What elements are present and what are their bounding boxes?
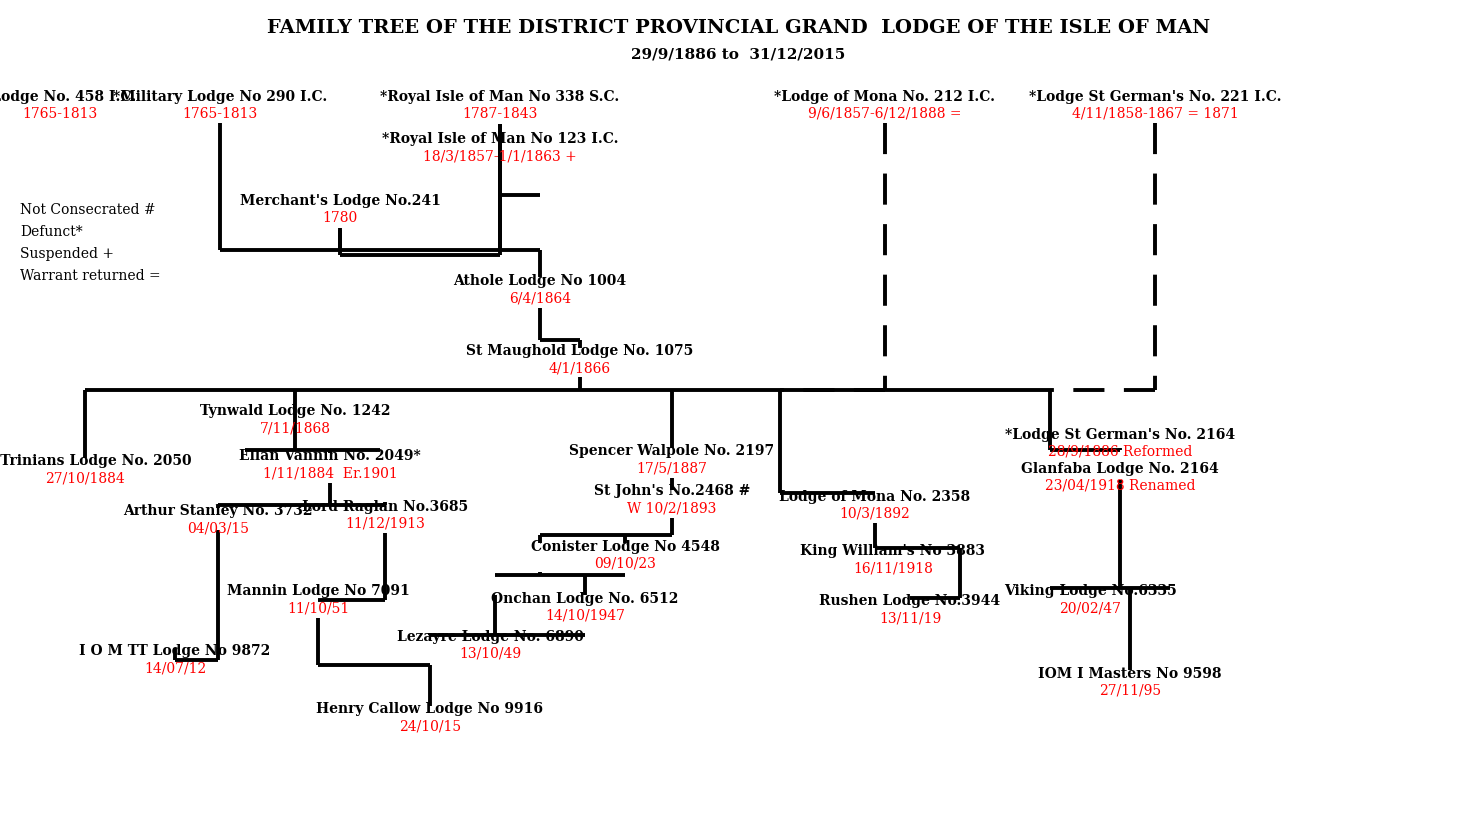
- Text: Arthur Stanley No. 3732: Arthur Stanley No. 3732: [123, 505, 313, 519]
- Text: IOM I Masters No 9598: IOM I Masters No 9598: [1038, 667, 1221, 681]
- Text: I O M TT Lodge No 9872: I O M TT Lodge No 9872: [80, 645, 270, 658]
- Text: Onchan Lodge No. 6512: Onchan Lodge No. 6512: [492, 591, 679, 605]
- Text: 27/10/1884: 27/10/1884: [46, 471, 126, 486]
- Text: Tynwald Lodge No. 1242: Tynwald Lodge No. 1242: [199, 404, 390, 419]
- Text: 28/9/1886 Reformed: 28/9/1886 Reformed: [1047, 444, 1192, 459]
- Text: St John's No.2468 #: St John's No.2468 #: [594, 484, 750, 498]
- Text: 09/10/23: 09/10/23: [594, 556, 656, 570]
- Text: 16/11/1918: 16/11/1918: [854, 561, 933, 576]
- Text: Conister Lodge No 4548: Conister Lodge No 4548: [530, 540, 719, 554]
- Text: 23/04/1918 Renamed: 23/04/1918 Renamed: [1044, 479, 1195, 492]
- Text: Defunct*: Defunct*: [21, 225, 83, 239]
- Text: 1/11/1884  Er.1901: 1/11/1884 Er.1901: [263, 466, 397, 480]
- Text: 6/4/1864: 6/4/1864: [510, 291, 572, 305]
- Text: 18/3/1857-1/1/1863 +: 18/3/1857-1/1/1863 +: [422, 150, 578, 164]
- Text: 1780: 1780: [322, 212, 357, 226]
- Text: King William's No 3883: King William's No 3883: [801, 545, 985, 559]
- Text: FAMILY TREE OF THE DISTRICT PROVINCIAL GRAND  LODGE OF THE ISLE OF MAN: FAMILY TREE OF THE DISTRICT PROVINCIAL G…: [267, 19, 1210, 37]
- Text: St Trinians Lodge No. 2050: St Trinians Lodge No. 2050: [0, 455, 192, 469]
- Text: *Royal Isle of Man No 123 I.C.: *Royal Isle of Man No 123 I.C.: [381, 133, 619, 146]
- Text: Warrant returned =: Warrant returned =: [21, 269, 161, 283]
- Text: 4/11/1858-1867 = 1871: 4/11/1858-1867 = 1871: [1072, 106, 1238, 120]
- Text: *Lodge No. 458 I.C.: *Lodge No. 458 I.C.: [0, 89, 136, 104]
- Text: Viking Lodge No.6335: Viking Lodge No.6335: [1004, 585, 1176, 599]
- Text: Spencer Walpole No. 2197: Spencer Walpole No. 2197: [570, 444, 774, 459]
- Text: Rushen Lodge No.3944: Rushen Lodge No.3944: [820, 595, 1000, 609]
- Text: Not Consecrated #: Not Consecrated #: [21, 203, 155, 217]
- Text: W 10/2/1893: W 10/2/1893: [628, 501, 716, 515]
- Text: 1765-1813: 1765-1813: [22, 106, 97, 120]
- Text: 13/11/19: 13/11/19: [879, 612, 941, 626]
- Text: *Lodge of Mona No. 212 I.C.: *Lodge of Mona No. 212 I.C.: [774, 89, 995, 104]
- Text: 29/9/1886 to  31/12/2015: 29/9/1886 to 31/12/2015: [631, 48, 846, 62]
- Text: 9/6/1857-6/12/1888 =: 9/6/1857-6/12/1888 =: [808, 106, 962, 120]
- Text: *Military Lodge No 290 I.C.: *Military Lodge No 290 I.C.: [112, 89, 326, 104]
- Text: Athole Lodge No 1004: Athole Lodge No 1004: [453, 275, 626, 289]
- Text: 10/3/1892: 10/3/1892: [839, 506, 910, 520]
- Text: St Maughold Lodge No. 1075: St Maughold Lodge No. 1075: [467, 344, 694, 358]
- Text: 11/10/51: 11/10/51: [287, 601, 349, 615]
- Text: Lezayre Lodge No. 6890: Lezayre Lodge No. 6890: [396, 630, 583, 644]
- Text: *Lodge St German's No. 221 I.C.: *Lodge St German's No. 221 I.C.: [1029, 89, 1281, 104]
- Text: Glanfaba Lodge No. 2164: Glanfaba Lodge No. 2164: [1021, 461, 1219, 475]
- Text: Ellan Vannin No. 2049*: Ellan Vannin No. 2049*: [239, 450, 421, 464]
- Text: 24/10/15: 24/10/15: [399, 720, 461, 734]
- Text: Lord Raglan No.3685: Lord Raglan No.3685: [301, 500, 468, 514]
- Text: 13/10/49: 13/10/49: [459, 646, 521, 660]
- Text: 27/11/95: 27/11/95: [1099, 684, 1161, 698]
- Text: 14/07/12: 14/07/12: [143, 662, 207, 676]
- Text: 04/03/15: 04/03/15: [188, 522, 250, 536]
- Text: 17/5/1887: 17/5/1887: [637, 461, 707, 475]
- Text: *Lodge St German's No. 2164: *Lodge St German's No. 2164: [1004, 428, 1235, 442]
- Text: Merchant's Lodge No.241: Merchant's Lodge No.241: [239, 195, 440, 209]
- Text: 1765-1813: 1765-1813: [182, 106, 257, 120]
- Text: 1787-1843: 1787-1843: [462, 106, 538, 120]
- Text: Suspended +: Suspended +: [21, 247, 114, 261]
- Text: 11/12/1913: 11/12/1913: [346, 516, 425, 531]
- Text: Henry Callow Lodge No 9916: Henry Callow Lodge No 9916: [316, 703, 544, 717]
- Text: 4/1/1866: 4/1/1866: [549, 362, 611, 375]
- Text: 7/11/1868: 7/11/1868: [260, 421, 331, 435]
- Text: *Royal Isle of Man No 338 S.C.: *Royal Isle of Man No 338 S.C.: [381, 89, 620, 104]
- Text: 20/02/47: 20/02/47: [1059, 601, 1121, 615]
- Text: Mannin Lodge No 7091: Mannin Lodge No 7091: [226, 585, 409, 599]
- Text: Lodge of Mona No. 2358: Lodge of Mona No. 2358: [780, 489, 970, 504]
- Text: 14/10/1947: 14/10/1947: [545, 609, 625, 622]
